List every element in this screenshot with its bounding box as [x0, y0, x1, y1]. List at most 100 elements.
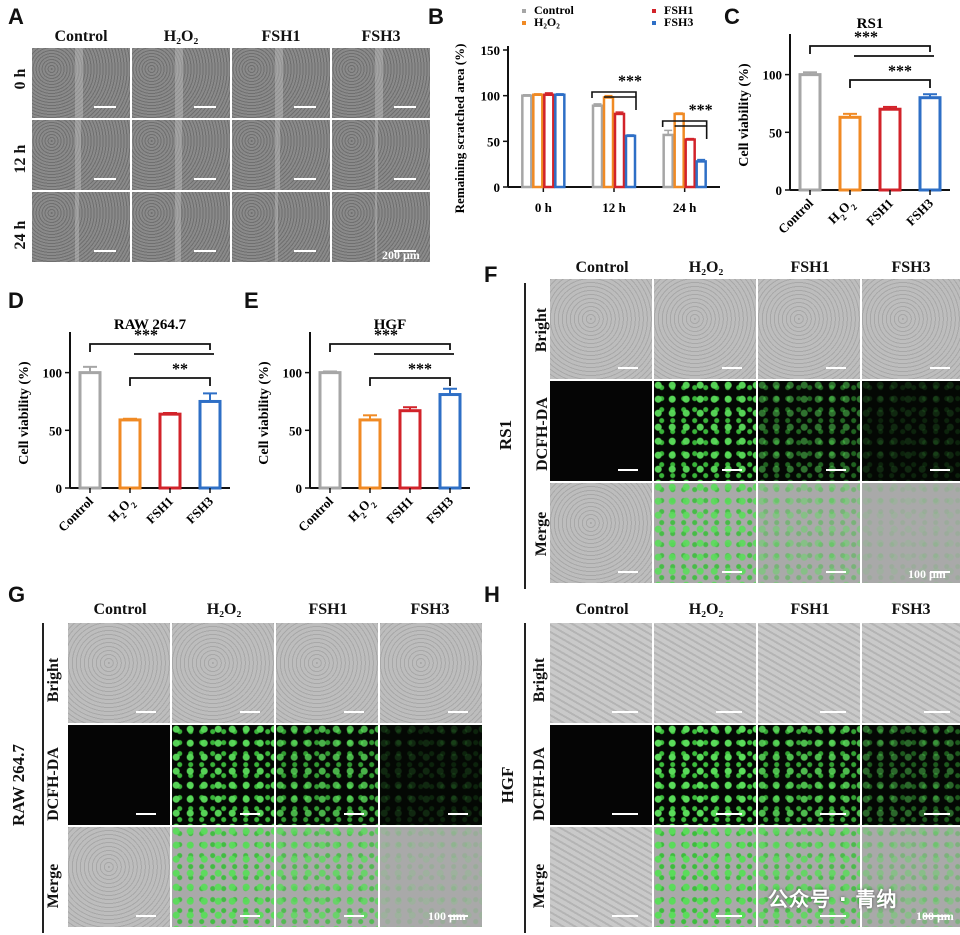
legend-label-2: FSH1 — [664, 3, 693, 17]
scale-bar — [194, 250, 216, 252]
col-header-control: Control — [54, 28, 108, 45]
y-tick-label: 50 — [289, 423, 302, 438]
scale-bar — [294, 178, 316, 180]
bright-fsh1-image — [758, 623, 860, 723]
y-tick-label: 50 — [487, 134, 500, 149]
x-tick-label-0: Control — [55, 493, 96, 534]
dcfh-h2o2-image — [654, 725, 756, 825]
x-tick-label-0: Control — [775, 195, 816, 236]
sig-label-2: ** — [172, 361, 188, 378]
f-cell-label: RS1 — [496, 419, 515, 451]
y-tick-label: 0 — [56, 481, 63, 496]
dcfh-fsh3-image — [862, 725, 960, 825]
scale-bar — [820, 915, 846, 917]
sig-bracket-1 — [329, 343, 451, 352]
x-tick-label-1: H2O2 — [345, 493, 379, 527]
panel-h: Control H₂O₂ FSH1 FSH3 Bright DCFH-DA Me… — [490, 595, 960, 935]
f-header-h2o2: H₂O₂ — [688, 259, 724, 276]
dcfh-control-image — [550, 725, 652, 825]
y-axis-label: Cell viability (%) — [737, 63, 752, 167]
scale-bar — [722, 367, 742, 369]
f-header-fsh1: FSH1 — [790, 259, 830, 276]
merge-fsh1-image — [276, 827, 378, 927]
y-axis-label: Remaining scratched area (%) — [452, 44, 467, 214]
bar-1-1 — [602, 96, 615, 189]
y-tick-label: 100 — [763, 68, 783, 83]
scale-bar — [924, 915, 950, 917]
bar-0 — [78, 371, 102, 490]
scale-bar — [394, 250, 416, 252]
y-tick-label: 50 — [49, 423, 62, 438]
scale-bar — [240, 915, 260, 917]
merge-control-image — [68, 827, 170, 927]
scale-bar — [448, 711, 468, 713]
bar-1 — [358, 418, 382, 490]
bar-3 — [438, 393, 462, 490]
g-cell-label: RAW 264.7 — [9, 744, 28, 826]
scale-bar — [448, 915, 468, 917]
scale-bar — [924, 813, 950, 815]
bright-fsh3-image — [380, 623, 482, 723]
merge-control-image — [550, 483, 652, 583]
g-row-merge: Merge — [45, 863, 62, 909]
chart-title: RS1 — [857, 16, 884, 32]
bar-0 — [318, 371, 342, 490]
panel-a: Control H₂O₂ FSH1 FSH3 0 h 12 h 24 h 200… — [0, 0, 430, 280]
h-row-dcfh: DCFH-DA — [531, 747, 548, 821]
scale-text-a: 200 μm — [382, 248, 420, 262]
x-tick-label-1: H2O2 — [105, 493, 139, 527]
dcfh-control-image — [68, 725, 170, 825]
y-tick-label: 150 — [481, 43, 501, 58]
scale-bar — [826, 469, 846, 471]
x-tick-label-3: FSH3 — [903, 195, 936, 228]
scale-bar — [344, 915, 364, 917]
scale-bar — [618, 571, 638, 573]
panel-label-h: H — [484, 582, 500, 607]
panel-label-e: E — [244, 288, 259, 313]
scale-bar — [722, 469, 742, 471]
scale-bar — [344, 711, 364, 713]
bar-2-1 — [613, 112, 626, 189]
merge-fsh1-image — [758, 483, 860, 583]
sig-bracket-2 — [129, 377, 211, 386]
x-tick-label-2: 24 h — [673, 200, 697, 215]
scale-bar — [136, 915, 156, 917]
bright-h2o2-image — [654, 279, 756, 379]
bar-0 — [798, 73, 822, 192]
scale-bar — [394, 178, 416, 180]
merge-fsh3-image — [862, 483, 960, 583]
scale-bar — [722, 571, 742, 573]
h-cell-label: HGF — [498, 766, 517, 804]
panel-f: Control H₂O₂ FSH1 FSH3 Bright DCFH-DA Me… — [490, 255, 960, 590]
g-header-fsh3: FSH3 — [410, 601, 450, 618]
scale-bar — [94, 250, 116, 252]
legend-label-0: Control — [534, 3, 574, 17]
bright-h2o2-image — [172, 623, 274, 723]
y-tick-label: 0 — [296, 481, 303, 496]
scale-bar — [448, 813, 468, 815]
bright-fsh1-image — [276, 623, 378, 723]
sig-label-2: *** — [689, 102, 713, 119]
g-row-dcfh: DCFH-DA — [45, 747, 62, 821]
f-divider — [524, 283, 526, 589]
legend-swatch-1 — [522, 21, 526, 25]
chart-b: 0 50 100 150 Remaining scratched area (%) 0 h… — [452, 3, 720, 215]
bar-1-0 — [532, 93, 544, 189]
scale-bar — [94, 178, 116, 180]
col-header-h2o2: H₂O₂ — [163, 28, 199, 45]
f-row-bright: Bright — [533, 307, 550, 353]
x-tick-label-2: FSH1 — [383, 494, 416, 527]
scale-bar — [294, 106, 316, 108]
h-header-h2o2: H₂O₂ — [688, 601, 724, 618]
bar-0-1 — [591, 104, 604, 189]
scale-bar — [194, 106, 216, 108]
scale-bar — [240, 711, 260, 713]
bar-1 — [838, 115, 862, 192]
bar-2 — [878, 107, 902, 192]
bright-fsh3-image — [862, 623, 960, 723]
bar-1-2 — [673, 112, 685, 189]
y-tick-label: 100 — [43, 366, 63, 381]
sig-label-1: *** — [854, 29, 878, 46]
